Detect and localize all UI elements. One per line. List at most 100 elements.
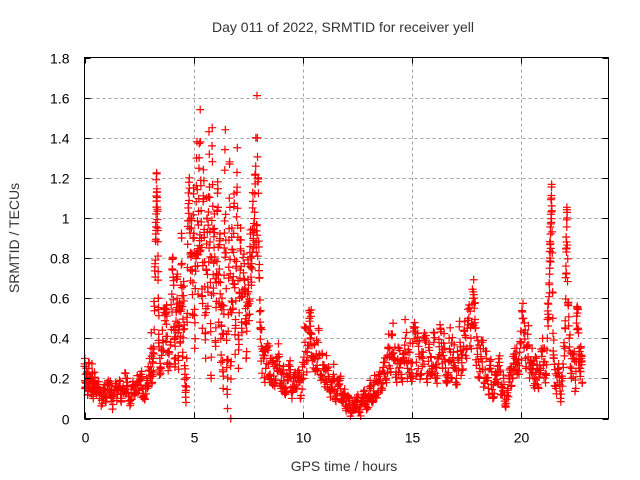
data-point — [225, 194, 234, 203]
data-point — [402, 328, 411, 337]
data-point — [426, 352, 435, 361]
data-point — [229, 229, 238, 238]
data-point — [182, 354, 191, 363]
data-point — [235, 308, 244, 317]
data-point — [433, 371, 442, 380]
data-point — [220, 229, 229, 238]
data-point — [307, 330, 316, 339]
data-point — [256, 335, 265, 344]
data-point — [303, 348, 312, 357]
data-point — [478, 357, 487, 366]
data-point — [204, 257, 213, 266]
data-point — [126, 399, 135, 408]
data-point — [312, 336, 321, 345]
data-point — [548, 288, 557, 297]
data-point — [565, 330, 574, 339]
data-point — [181, 364, 190, 373]
data-point — [254, 189, 263, 198]
data-point — [392, 378, 401, 387]
data-point — [197, 217, 206, 226]
data-point — [543, 346, 552, 355]
data-point — [244, 287, 253, 296]
data-point — [153, 252, 162, 261]
data-point — [196, 105, 205, 114]
data-point — [212, 269, 221, 278]
data-point — [216, 278, 225, 287]
data-point — [198, 299, 207, 308]
data-point — [561, 262, 570, 271]
data-point — [541, 378, 550, 387]
data-point — [216, 334, 225, 343]
data-point — [123, 374, 132, 383]
data-point — [261, 364, 270, 373]
data-point — [546, 257, 555, 266]
data-point — [213, 207, 222, 216]
data-point — [242, 327, 251, 336]
data-point — [440, 344, 449, 353]
data-point — [233, 183, 242, 192]
data-point — [564, 298, 573, 307]
data-point — [220, 145, 229, 154]
data-point — [560, 344, 569, 353]
data-point — [274, 339, 283, 348]
data-point — [370, 371, 379, 380]
data-point — [270, 382, 279, 391]
data-point — [162, 312, 171, 321]
data-point — [417, 352, 426, 361]
data-point — [560, 351, 569, 360]
data-point — [256, 306, 265, 315]
data-point — [179, 333, 188, 342]
data-point — [153, 226, 162, 235]
data-point — [150, 325, 159, 334]
data-point — [258, 369, 267, 378]
data-point — [233, 204, 242, 213]
y-tick-label: 1.4 — [50, 131, 70, 147]
data-point — [219, 384, 228, 393]
data-point — [545, 280, 554, 289]
data-point — [207, 291, 216, 300]
data-point — [190, 233, 199, 242]
data-point — [206, 238, 215, 247]
data-point — [184, 209, 193, 218]
data-point — [183, 318, 192, 327]
data-point — [286, 365, 295, 374]
data-point — [204, 208, 213, 217]
data-point — [218, 301, 227, 310]
data-point — [544, 300, 553, 309]
x-tick-label: 15 — [405, 430, 421, 446]
data-point — [324, 363, 333, 372]
data-point — [511, 349, 520, 358]
data-point — [450, 340, 459, 349]
data-point — [466, 334, 475, 343]
data-point — [469, 275, 478, 284]
data-point — [106, 377, 115, 386]
data-point — [214, 203, 223, 212]
data-point — [224, 263, 233, 272]
data-point — [229, 272, 238, 281]
data-point — [178, 348, 187, 357]
data-point — [170, 334, 179, 343]
data-point — [430, 333, 439, 342]
data-point — [397, 373, 406, 382]
data-point — [202, 240, 211, 249]
data-point — [439, 351, 448, 360]
data-point — [478, 336, 487, 345]
data-point — [238, 328, 247, 337]
data-point — [297, 375, 306, 384]
data-point — [248, 225, 257, 234]
data-point — [206, 319, 215, 328]
data-point — [507, 381, 516, 390]
data-point — [248, 188, 257, 197]
data-point — [571, 384, 580, 393]
data-point — [245, 297, 254, 306]
y-tick-label: 0.2 — [50, 371, 70, 387]
data-point — [206, 327, 215, 336]
data-point — [477, 338, 486, 347]
data-point — [484, 373, 493, 382]
data-point — [549, 329, 558, 338]
data-point — [179, 282, 188, 291]
data-point — [360, 386, 369, 395]
data-point — [180, 324, 189, 333]
data-point — [204, 221, 213, 230]
data-point — [574, 305, 583, 314]
